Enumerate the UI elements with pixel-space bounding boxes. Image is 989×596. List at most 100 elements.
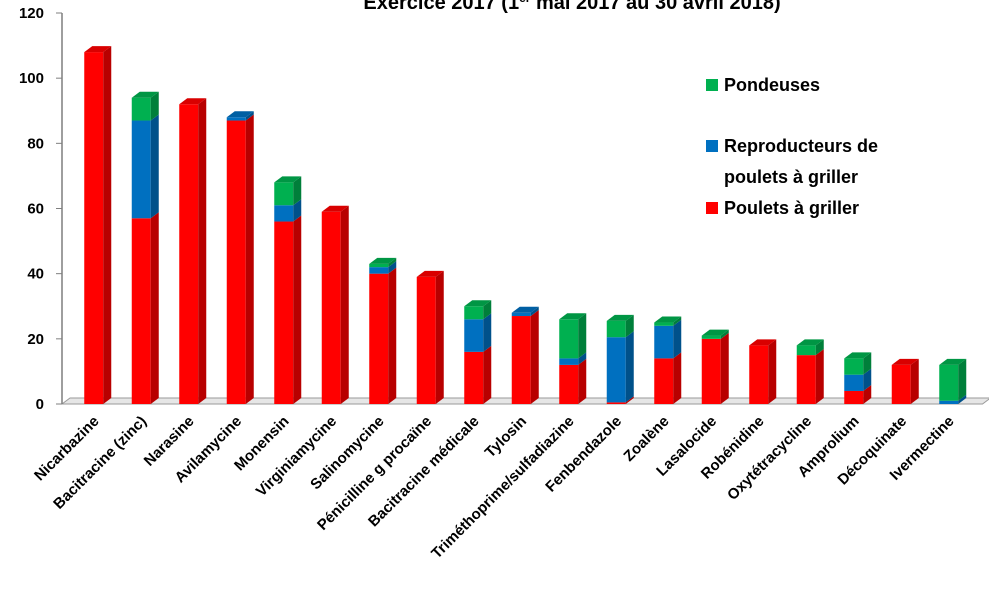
bar-side-face: [293, 199, 302, 222]
bar-segment: [559, 313, 587, 359]
bar-top-face: [654, 316, 682, 323]
bar-top-face: [226, 111, 254, 118]
legend: Pondeuses Reproducteurs de poulets à grill…: [706, 75, 878, 218]
bar-side-face: [768, 339, 777, 404]
bar-front-face: [559, 319, 579, 359]
bar-segment: [939, 394, 967, 404]
bar-segment: [559, 352, 587, 365]
bar-side-face: [103, 46, 112, 404]
bar-segment: [559, 358, 587, 404]
bar-segment: [701, 329, 729, 339]
bar-front-face: [179, 104, 199, 404]
bar-side-face: [863, 352, 872, 375]
bar-side-face: [625, 331, 634, 403]
bar-side-face: [388, 267, 397, 404]
bar-top-face: [131, 91, 159, 98]
bar-side-face: [198, 98, 207, 404]
bar-side-face: [815, 339, 824, 356]
bar-side-face: [815, 349, 824, 404]
legend-label: Poulets à griller: [724, 198, 859, 218]
bar-segment: [654, 319, 682, 359]
category-label: Tylosin: [482, 413, 530, 461]
bar-side-face: [245, 114, 254, 405]
bar-segment: [654, 316, 682, 326]
bar-front-face: [511, 316, 531, 404]
legend-item: Pondeuses: [706, 75, 820, 95]
bar-side-face: [720, 329, 729, 339]
bar-side-face: [293, 176, 302, 206]
bar-segment: [654, 352, 682, 404]
y-tick-label: 80: [27, 135, 44, 152]
bar-side-face: [673, 316, 682, 326]
bar-front-face: [464, 351, 484, 404]
y-tick-label: 40: [27, 266, 44, 283]
bar-segment: [84, 46, 112, 404]
chart-title: Exercice 2017 (1er mai 2017 au 30 avril …: [363, 0, 780, 14]
bar-segment: [606, 396, 634, 404]
bar-side-face: [578, 313, 587, 359]
legend-item: Poulets à griller: [706, 198, 859, 218]
bar-front-face: [321, 211, 341, 404]
bar-side-face: [578, 358, 587, 404]
bar-segment: [226, 111, 254, 121]
category-label: Bacitracine (zinc): [50, 413, 150, 513]
bar-front-face: [559, 364, 579, 404]
bar-front-face: [369, 267, 389, 274]
bar-side-face: [673, 352, 682, 404]
category-label: Virginiamycine: [253, 413, 340, 500]
bar-front-face: [796, 345, 816, 356]
bar-side-face: [435, 270, 444, 404]
bar-front-face: [844, 374, 864, 391]
bar-front-face: [369, 263, 389, 268]
bar-segment: [416, 270, 444, 404]
bar-front-face: [701, 335, 721, 339]
legend-swatch: [706, 79, 718, 91]
bar-side-face: [293, 215, 302, 404]
bar-front-face: [559, 358, 579, 365]
bar-side-face: [625, 314, 634, 338]
legend-swatch: [706, 202, 718, 214]
bar-side-face: [388, 261, 397, 274]
legend-label: poulets à griller: [724, 167, 858, 187]
bar-segment: [511, 306, 539, 317]
y-tick-label: 20: [27, 331, 44, 348]
bar-side-face: [530, 306, 539, 317]
chart-title-rest: mai 2017 au 30 avril 2018): [530, 0, 780, 14]
bar-segment: [179, 98, 207, 404]
bar-top-face: [84, 46, 112, 53]
legend-label: Pondeuses: [724, 75, 820, 95]
bar-side-face: [150, 91, 159, 121]
bar-top-face: [749, 339, 777, 346]
bar-segment: [274, 176, 302, 206]
bar-segment: [891, 358, 919, 404]
bar-top-face: [274, 176, 302, 183]
bar-segment: [844, 352, 872, 375]
bar-side-face: [388, 257, 397, 268]
bar-front-face: [274, 221, 294, 404]
bar-segment: [844, 384, 872, 404]
chart-title-superscript: er: [519, 0, 531, 5]
bar-top-face: [939, 358, 967, 365]
bar-segment: [369, 267, 397, 404]
bar-side-face: [863, 368, 872, 391]
bar-top-face: [559, 313, 587, 320]
bar-segment: [701, 332, 729, 404]
bar-side-face: [483, 313, 492, 352]
bar-front-face: [84, 52, 104, 404]
bar-top-face: [321, 205, 349, 212]
bar-side-face: [530, 310, 539, 404]
bar-side-face: [578, 352, 587, 365]
bar-side-face: [958, 358, 967, 401]
bar-top-face: [416, 270, 444, 277]
bar-front-face: [464, 306, 484, 320]
y-tick-label: 0: [36, 396, 44, 413]
bar-top-face: [701, 329, 729, 336]
bar-front-face: [939, 364, 959, 401]
bar-side-face: [150, 114, 159, 219]
bar-front-face: [464, 319, 484, 352]
bar-front-face: [606, 337, 626, 403]
bar-segment: [511, 310, 539, 404]
bar-front-face: [844, 390, 864, 404]
